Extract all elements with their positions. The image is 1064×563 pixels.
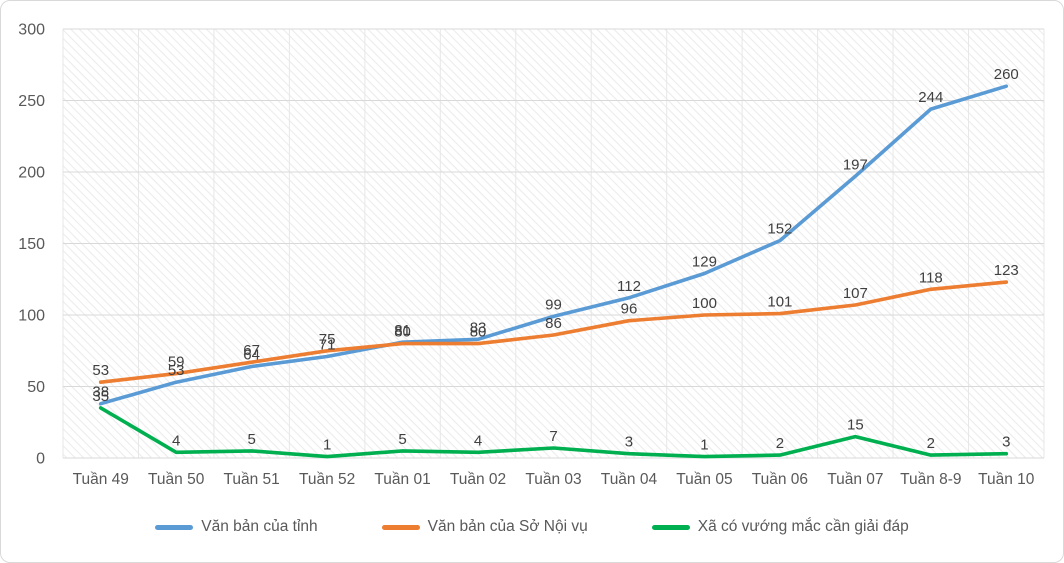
data-label: 75 (319, 331, 336, 348)
x-axis-tick-label: Tuần 06 (752, 471, 808, 488)
data-label: 4 (172, 432, 180, 449)
data-label: 4 (474, 432, 482, 449)
x-axis-tick-label: Tuần 02 (450, 471, 506, 488)
legend-label: Văn bản của tỉnh (201, 518, 318, 535)
legend-line-swatch-orange (381, 524, 420, 530)
x-axis-tick-label: Tuần 50 (148, 471, 205, 488)
data-label: 99 (545, 296, 562, 313)
data-label: 15 (847, 417, 864, 434)
data-label: 100 (692, 295, 717, 312)
data-label: 38 (92, 384, 109, 401)
data-label: 53 (92, 362, 109, 379)
data-label: 64 (243, 346, 260, 363)
y-axis-tick-label: 250 (18, 93, 45, 110)
x-axis-tick-label: Tuần 10 (978, 471, 1035, 488)
x-axis-tick-label: Tuần 07 (827, 471, 883, 488)
data-label: 260 (994, 66, 1019, 83)
data-label: 71 (319, 336, 336, 353)
x-axis-tick-label: Tuần 49 (73, 471, 129, 488)
data-label: 2 (927, 435, 935, 452)
data-label: 5 (398, 431, 406, 448)
legend-item-van-ban-cua-tinh: Văn bản của tỉnh (155, 518, 318, 536)
x-axis-tick-label: Tuần 8-9 (900, 471, 961, 488)
legend-line-swatch-blue (155, 524, 194, 530)
y-axis-tick-label: 200 (18, 165, 45, 182)
data-label: 129 (692, 254, 717, 271)
series-line-2 (98, 406, 1009, 459)
data-label: 86 (545, 315, 562, 332)
data-label: 7 (549, 428, 557, 445)
data-label: 81 (394, 322, 411, 339)
data-label: 123 (994, 262, 1019, 279)
data-label: 80 (470, 324, 487, 341)
legend-label: Xã có vướng mắc cần giải đáp (697, 518, 909, 535)
data-label: 101 (767, 294, 792, 311)
series-line-0 (98, 84, 1009, 406)
data-label: 152 (767, 221, 792, 238)
data-label: 118 (919, 269, 943, 286)
data-label: 5 (247, 431, 255, 448)
data-label: 1 (700, 437, 708, 454)
data-label: 107 (843, 285, 868, 302)
x-axis-tick-label: Tuần 04 (601, 471, 658, 488)
data-label: 197 (843, 156, 868, 173)
y-axis-tick-label: 300 (18, 22, 45, 39)
y-axis-tick-label: 0 (36, 451, 45, 468)
data-label: 59 (168, 354, 185, 371)
data-label: 3 (1002, 434, 1010, 451)
x-axis-tick-label: Tuần 51 (223, 471, 279, 488)
data-label: 80 (394, 324, 411, 341)
series-line-1 (98, 280, 1009, 385)
x-axis-tick-label: Tuần 05 (676, 471, 732, 488)
chart-legend: Văn bản của tỉnh Văn bản của Sở Nội vụ X… (1, 507, 1063, 547)
legend-label: Văn bản của Sở Nội vụ (427, 518, 588, 535)
data-label: 3 (625, 434, 633, 451)
data-label: 2 (776, 435, 784, 452)
data-label: 67 (243, 342, 260, 359)
data-label: 244 (918, 89, 943, 106)
y-axis-tick-label: 100 (18, 308, 45, 325)
data-label: 112 (617, 278, 641, 295)
data-label: 83 (470, 319, 487, 336)
legend-line-swatch-green (651, 524, 690, 530)
data-label: 35 (92, 388, 109, 405)
legend-item-xa-co-vuong-mac: Xã có vướng mắc cần giải đáp (651, 518, 909, 536)
x-axis-tick-label: Tuần 03 (525, 471, 581, 488)
data-label: 53 (168, 362, 185, 379)
y-axis-tick-label: 50 (27, 379, 45, 396)
x-axis-tick-label: Tuần 01 (374, 471, 430, 488)
x-axis-tick-label: Tuần 52 (299, 471, 355, 488)
legend-item-van-ban-cua-so-noi-vu: Văn bản của Sở Nội vụ (381, 518, 588, 536)
data-label: 1 (323, 437, 331, 454)
data-label: 96 (621, 301, 638, 318)
y-axis-tick-label: 150 (18, 236, 45, 253)
